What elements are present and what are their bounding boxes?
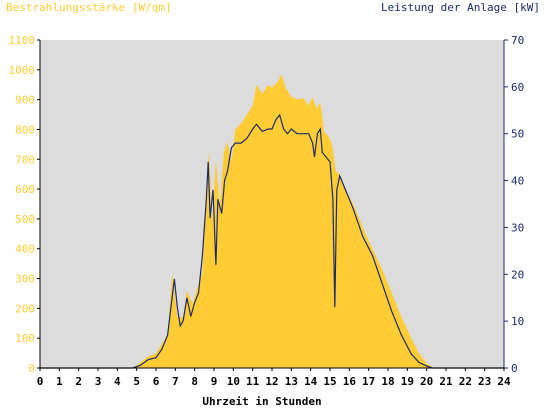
x-tick-label: 16 — [343, 375, 357, 388]
y-left-tick-label: 600 — [15, 183, 35, 196]
series-irradiance-area — [40, 74, 504, 369]
x-tick-label: 8 — [191, 375, 198, 388]
x-tick-label: 19 — [401, 375, 414, 388]
x-tick-label: 12 — [265, 375, 278, 388]
x-tick-label: 15 — [323, 375, 336, 388]
x-tick-label: 0 — [37, 375, 44, 388]
y-left-tick-label: 1000 — [9, 64, 36, 77]
x-tick-label: 21 — [439, 375, 453, 388]
y-right-tick-label: 70 — [511, 34, 524, 47]
y-left-tick-label: 0 — [28, 362, 35, 375]
x-tick-label: 20 — [420, 375, 433, 388]
y-right-tick-label: 10 — [511, 315, 524, 328]
y-left-tick-label: 100 — [15, 332, 35, 345]
x-tick-label: 6 — [153, 375, 160, 388]
series-power-line — [40, 113, 504, 369]
y-right-tick-label: 0 — [511, 362, 518, 375]
x-tick-label: 17 — [362, 375, 375, 388]
y-left-tick-label: 400 — [15, 243, 35, 256]
y-left-tick-label: 1100 — [9, 34, 36, 47]
y-right-tick-label: 30 — [511, 221, 524, 234]
x-axis-title: Uhrzeit in Stunden — [202, 395, 321, 408]
y-left-tick-label: 200 — [15, 302, 35, 315]
x-tick-label: 9 — [211, 375, 218, 388]
x-tick-label: 2 — [75, 375, 82, 388]
x-tick-label: 13 — [285, 375, 298, 388]
x-tick-label: 22 — [459, 375, 472, 388]
x-tick-label: 11 — [246, 375, 260, 388]
y-left-tick-label: 500 — [15, 213, 35, 226]
y-left-tick-label: 900 — [15, 94, 35, 107]
x-tick-label: 24 — [497, 375, 511, 388]
x-tick-label: 7 — [172, 375, 179, 388]
axes-layer: 0100200300400500600700800900100011000102… — [9, 34, 525, 388]
y-right-tick-label: 40 — [511, 175, 524, 188]
y-right-tick-label: 60 — [511, 81, 524, 94]
x-tick-label: 5 — [133, 375, 140, 388]
y-left-tick-label: 300 — [15, 273, 35, 286]
y-left-tick-label: 700 — [15, 153, 35, 166]
x-tick-label: 4 — [114, 375, 121, 388]
y-left-tick-label: 800 — [15, 123, 35, 136]
right-axis-title: Leistung der Anlage [kW] — [381, 1, 540, 14]
x-tick-label: 10 — [227, 375, 240, 388]
x-tick-label: 18 — [381, 375, 394, 388]
x-tick-label: 1 — [56, 375, 63, 388]
left-axis-title: Bestrahlungsstärke [W/qm] — [6, 1, 172, 14]
y-right-tick-label: 20 — [511, 268, 524, 281]
x-tick-label: 23 — [478, 375, 491, 388]
x-tick-label: 3 — [95, 375, 102, 388]
y-right-tick-label: 50 — [511, 128, 524, 141]
series-layer — [40, 74, 504, 369]
x-tick-label: 14 — [304, 375, 318, 388]
